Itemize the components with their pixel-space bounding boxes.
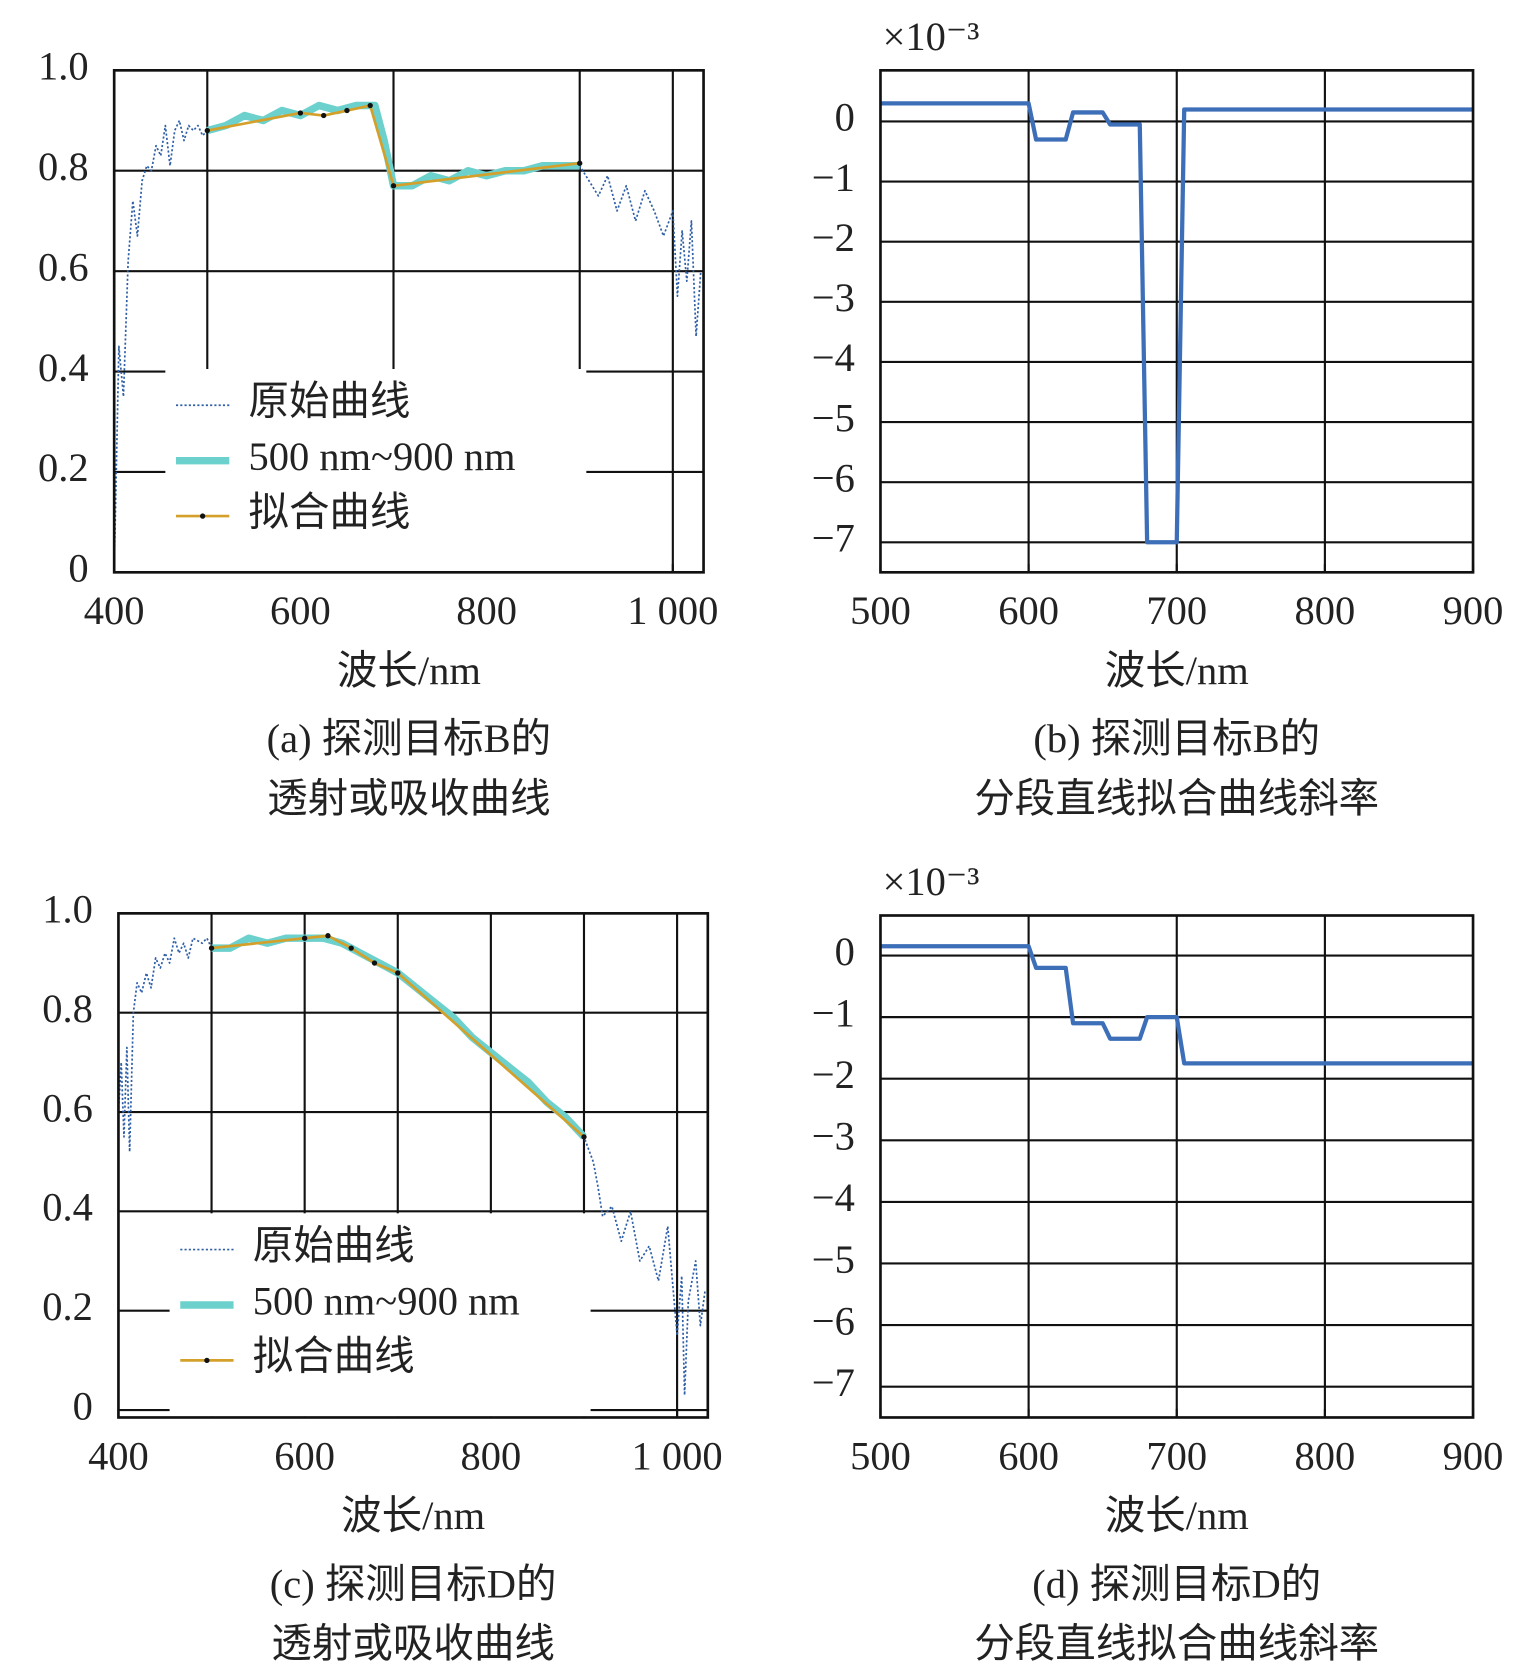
- x-tick-label: 600: [270, 588, 331, 633]
- caption: (b) 探测目标B的: [1033, 716, 1320, 761]
- y-tick-label: 0.8: [42, 986, 93, 1031]
- data-point: [301, 935, 308, 941]
- x-tick-label: 400: [84, 588, 145, 633]
- y-tick-label: 0.2: [38, 445, 89, 490]
- data-point: [371, 960, 378, 966]
- data-line: [880, 101, 1474, 545]
- y-tick-label: 0: [835, 929, 855, 974]
- plot-frame: [117, 912, 710, 1419]
- data-point: [321, 112, 327, 119]
- caption: (d) 探测目标D的: [1032, 1561, 1321, 1606]
- plot-frame: [112, 69, 705, 574]
- data-point: [390, 183, 397, 189]
- x-axis-label: 波长/nm: [337, 648, 481, 693]
- y-tick-label: 0.8: [38, 144, 89, 189]
- plot-frame: [879, 69, 1475, 574]
- y-tick-label: −2: [812, 1052, 855, 1097]
- legend-label: 原始曲线: [253, 1223, 415, 1268]
- data-point: [395, 970, 401, 976]
- x-tick-label: 600: [274, 1433, 335, 1478]
- caption: 透射或吸收曲线: [271, 1621, 554, 1666]
- y-tick-label: −1: [812, 155, 855, 200]
- x-tick-label: 900: [1443, 588, 1504, 633]
- x-axis-label: 波长/nm: [1105, 1493, 1249, 1538]
- caption: 透射或吸收曲线: [267, 776, 550, 821]
- y-tick-label: 0.2: [42, 1284, 93, 1329]
- x-tick-label: 800: [1295, 588, 1356, 633]
- data-point: [581, 1134, 587, 1140]
- y-tick-label: 0.4: [42, 1185, 93, 1230]
- x-tick-label: 800: [461, 1433, 522, 1478]
- panel: 0 0.2 0.4 0.6 0.8 1.0 400 600 800 1 000 原始曲线 500 nm…: [38, 44, 718, 821]
- data-point: [577, 160, 583, 166]
- x-tick-label: 1 000: [627, 588, 718, 633]
- data-point: [204, 127, 210, 134]
- x-tick-label: 700: [1146, 588, 1207, 633]
- x-tick-label: 500: [850, 588, 911, 633]
- legend-box: [165, 369, 587, 572]
- data-point: [325, 933, 331, 939]
- legend-label: 500 nm~900 nm: [248, 434, 515, 479]
- y-tick-label: −1: [812, 990, 855, 1035]
- y-tick-label: −3: [812, 1114, 855, 1159]
- legend-label: 拟合曲线: [253, 1334, 415, 1379]
- y-tick-label: 0: [835, 95, 855, 140]
- y-tick-label: 0.4: [38, 345, 89, 390]
- y-tick-label: 0.6: [38, 244, 89, 289]
- x-tick-label: 500: [850, 1433, 911, 1478]
- x-tick-label: 600: [998, 1433, 1059, 1478]
- y-tick-label: 0: [73, 1383, 93, 1428]
- caption: 分段直线拟合曲线斜率: [974, 1621, 1379, 1666]
- caption: (c) 探测目标D的: [270, 1561, 557, 1606]
- legend-label: 拟合曲线: [248, 489, 410, 534]
- caption: 分段直线拟合曲线斜率: [974, 776, 1379, 821]
- y-tick-label: −3: [812, 275, 855, 320]
- x-axis-label: 波长/nm: [1105, 648, 1249, 693]
- x-tick-label: 400: [88, 1433, 149, 1478]
- plot-frame: [879, 914, 1475, 1419]
- x-tick-label: 1 000: [632, 1433, 723, 1478]
- y-tick-label: −4: [812, 1175, 855, 1220]
- x-tick-label: 800: [1295, 1433, 1356, 1478]
- legend-marker: [199, 513, 206, 519]
- y-tick-label: −2: [812, 215, 855, 260]
- data-point: [367, 102, 373, 109]
- panel: 0 0.2 0.4 0.6 0.8 1.0 400 600 800 1 000 原始曲线 500 nm…: [42, 887, 722, 1666]
- y-tick-label: 0: [68, 546, 88, 591]
- y-tick-label: −5: [812, 1237, 855, 1282]
- data-point: [348, 945, 354, 951]
- x-tick-label: 800: [456, 588, 517, 633]
- y-tick-label: 1.0: [42, 887, 93, 932]
- panel: −7 −6 −5 −4 −3 −2 −1 0 500 600 700 800 900 ×10⁻³ 波长/nm…: [812, 14, 1504, 821]
- data-point: [297, 110, 304, 116]
- data-point: [344, 107, 350, 114]
- x-tick-label: 600: [998, 588, 1059, 633]
- legend-marker: [204, 1357, 210, 1364]
- y-tick-label: −5: [812, 395, 855, 440]
- y-multiplier: ×10⁻³: [883, 14, 980, 59]
- caption: (a) 探测目标B的: [267, 716, 551, 761]
- y-tick-label: −6: [812, 455, 855, 500]
- y-tick-label: −7: [812, 516, 855, 561]
- x-tick-label: 900: [1443, 1433, 1504, 1478]
- y-multiplier: ×10⁻³: [883, 859, 980, 904]
- legend-box: [169, 1213, 591, 1417]
- y-tick-label: −4: [812, 335, 855, 380]
- legend-label: 500 nm~900 nm: [253, 1278, 520, 1323]
- data-line: [880, 944, 1474, 1066]
- y-tick-label: 1.0: [38, 44, 89, 89]
- panel: −7 −6 −5 −4 −3 −2 −1 0 500 600 700 800 900 ×10⁻³ 波长/nm…: [812, 859, 1504, 1666]
- legend-label: 原始曲线: [248, 379, 410, 424]
- x-axis-label: 波长/nm: [341, 1493, 485, 1538]
- y-tick-label: 0.6: [42, 1085, 93, 1130]
- y-tick-label: −7: [812, 1360, 855, 1405]
- x-tick-label: 700: [1146, 1433, 1207, 1478]
- data-point: [208, 945, 215, 951]
- y-tick-label: −6: [812, 1298, 855, 1343]
